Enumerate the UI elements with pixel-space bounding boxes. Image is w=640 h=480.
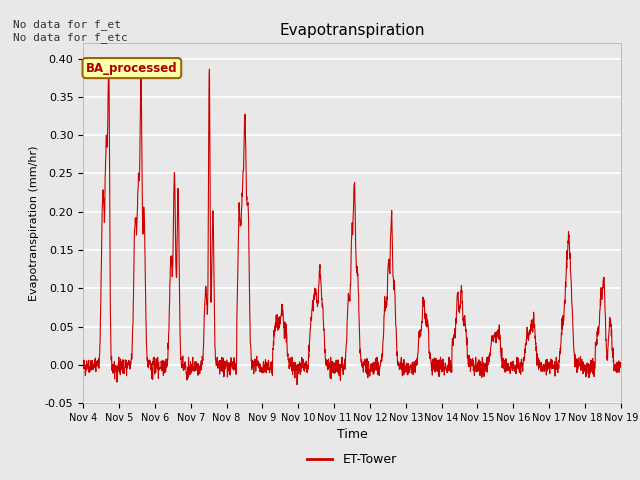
Title: Evapotranspiration: Evapotranspiration [279,23,425,38]
Legend: ET-Tower: ET-Tower [302,448,402,471]
Text: BA_processed: BA_processed [86,61,178,74]
X-axis label: Time: Time [337,429,367,442]
Text: No data for f_et
No data for f_etc: No data for f_et No data for f_etc [13,19,127,43]
Y-axis label: Evapotranspiration (mm/hr): Evapotranspiration (mm/hr) [29,145,39,301]
